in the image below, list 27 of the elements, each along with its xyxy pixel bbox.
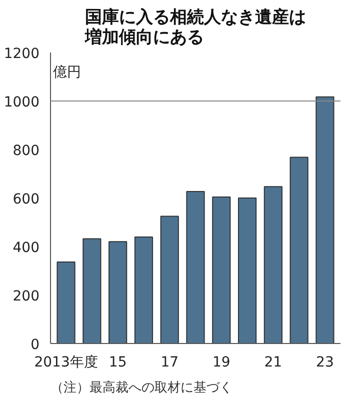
text: （注）最高裁への取材に基づく	[50, 380, 232, 396]
bar	[238, 198, 257, 344]
x-tick-label: 23	[316, 354, 334, 370]
bar	[56, 262, 76, 344]
bar	[290, 156, 308, 344]
chart-title: 国庫に入る相続人なき遺産は増加傾向にある	[84, 8, 306, 48]
bar	[160, 216, 179, 344]
y-tick-label: 1000	[4, 94, 40, 110]
x-tick-label: 19	[212, 354, 230, 370]
bar	[264, 186, 282, 344]
bar	[108, 241, 128, 344]
bar	[82, 238, 102, 344]
y-axis-title: 億円	[53, 64, 82, 80]
y-tick-label: 0	[30, 337, 40, 353]
y-tick-label: 200	[12, 288, 40, 304]
x-tick-label: 17	[160, 354, 179, 370]
y-tick-label: 800	[12, 143, 40, 159]
y-tick-label: 600	[12, 192, 40, 208]
bar	[134, 236, 154, 344]
y-tick-label: 1200	[4, 46, 40, 62]
x-tick-label: 21	[264, 354, 282, 370]
x-tick-label: 2013年度	[34, 354, 98, 370]
bar	[316, 96, 334, 344]
y-tick-label: 400	[12, 240, 40, 256]
x-tick-label: 15	[108, 354, 127, 370]
bar	[212, 196, 231, 344]
bar	[186, 190, 205, 344]
